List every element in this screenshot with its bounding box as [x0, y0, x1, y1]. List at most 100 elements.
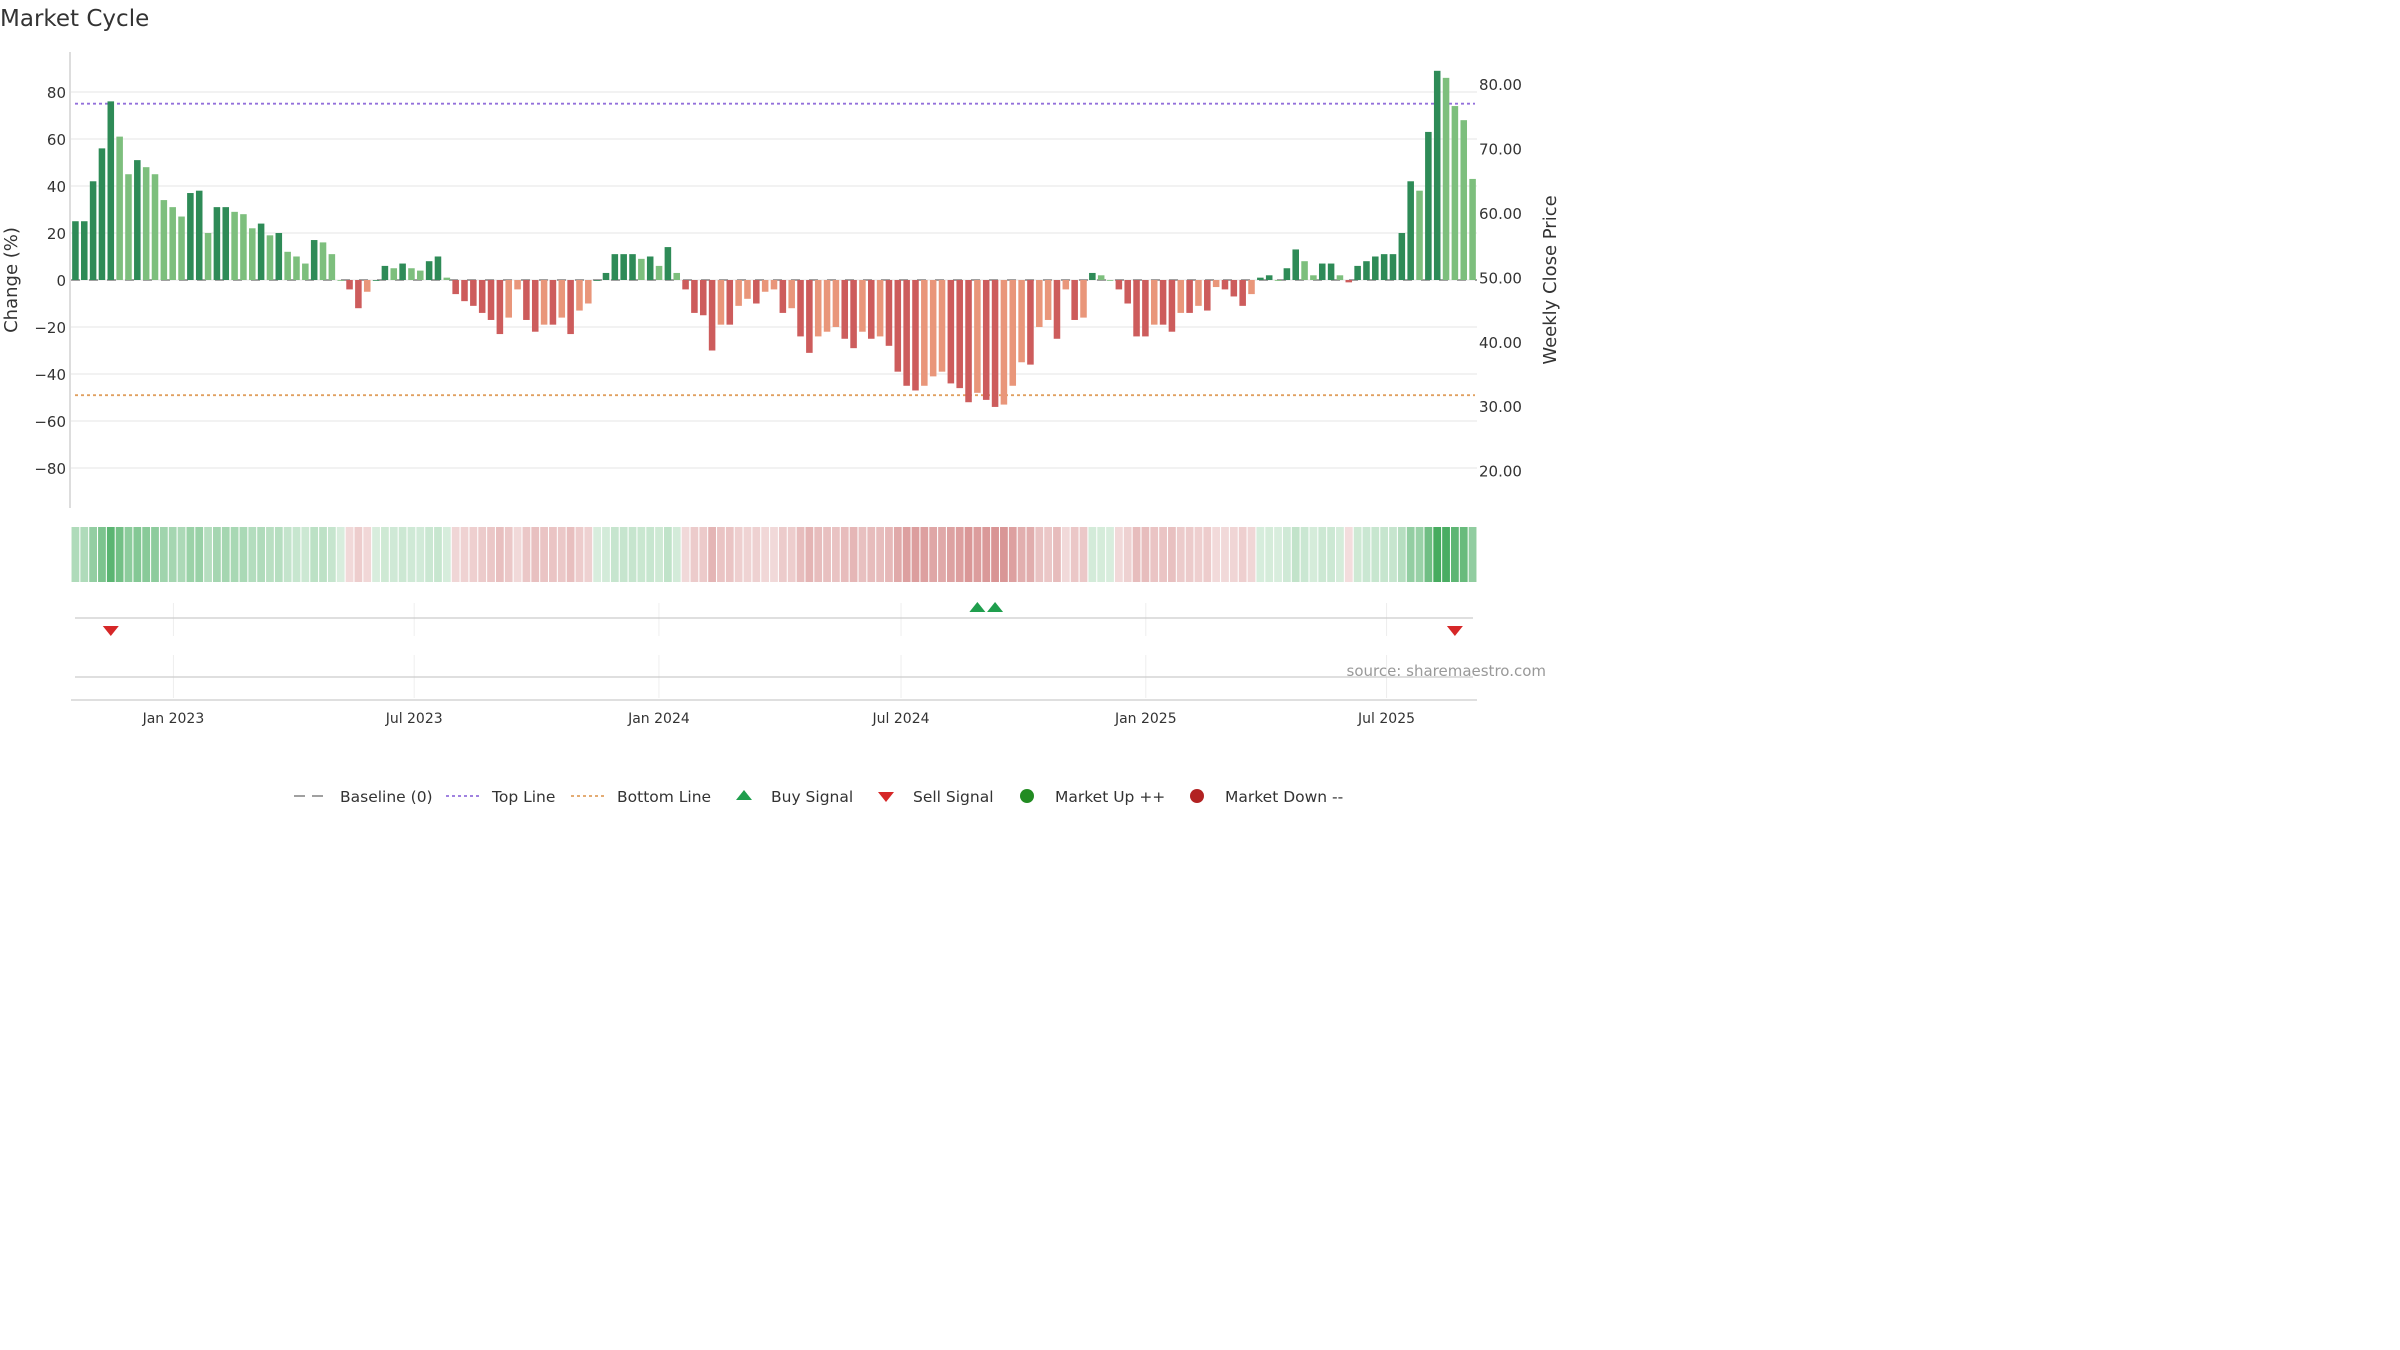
bar [169, 207, 176, 280]
heat-cell [1406, 527, 1415, 582]
heat-cell [593, 527, 602, 582]
heat-cell [770, 527, 778, 582]
heat-cell [1123, 527, 1132, 582]
heat-cell [310, 527, 319, 582]
heat-cell [619, 527, 628, 582]
bar [1442, 77, 1450, 280]
heat-cell [964, 527, 973, 582]
bar [116, 136, 123, 280]
heat-cell [372, 527, 380, 582]
heat-cell [1088, 527, 1097, 582]
heat-cell [513, 527, 522, 582]
bar [443, 277, 451, 280]
heat-cell [239, 527, 248, 582]
bar [1248, 280, 1255, 295]
bar [249, 228, 256, 280]
y-tick-label: −20 [34, 319, 66, 337]
bar [708, 280, 716, 351]
bar [284, 251, 291, 280]
bar [585, 280, 592, 304]
heat-cell [213, 527, 221, 582]
bar [514, 280, 521, 290]
heat-cell [1309, 527, 1318, 582]
heat-cell [1079, 527, 1088, 582]
legend: Baseline (0) Top Line Bottom Line Buy Signa… [294, 788, 1343, 806]
bar [1380, 254, 1388, 280]
source-credit: source: sharemaestro.com [1347, 662, 1547, 680]
bar [1009, 280, 1017, 386]
heat-cell [398, 527, 407, 582]
bar [346, 280, 353, 290]
heat-cell [893, 527, 902, 582]
bar [1354, 265, 1361, 280]
bar [797, 280, 804, 337]
heat-cell [982, 527, 991, 582]
heat-cell [71, 527, 80, 582]
heat-cell [257, 527, 266, 582]
bar [638, 258, 645, 280]
heat-cell [221, 527, 230, 582]
legend-symbol [736, 790, 752, 800]
legend-label: Baseline (0) [340, 788, 433, 806]
heat-cell [177, 527, 186, 582]
heat-cell [1141, 527, 1150, 582]
heat-cell [460, 527, 469, 582]
bar [1239, 280, 1246, 306]
heat-cell [743, 527, 752, 582]
bar [1089, 272, 1096, 280]
heat-cell [80, 527, 89, 582]
bar [832, 280, 840, 328]
heat-cell [142, 527, 151, 582]
bar [1398, 232, 1406, 280]
bar [1221, 280, 1229, 290]
heat-cell [708, 527, 716, 582]
y-right-tick-label: 60.00 [1479, 205, 1522, 223]
bar [726, 280, 734, 325]
heat-cell [1468, 527, 1477, 582]
bar [806, 280, 813, 353]
heat-cell [363, 527, 372, 582]
heat-cell [973, 527, 982, 582]
bar [195, 190, 203, 280]
heat-cell [734, 527, 743, 582]
bar [912, 280, 919, 391]
heat-cell [1212, 527, 1221, 582]
bar [867, 280, 875, 339]
heat-cell [89, 527, 97, 582]
heat-cell [672, 527, 681, 582]
heat-cell [106, 527, 115, 582]
heat-cell [991, 527, 999, 582]
y-tick-label: −80 [34, 460, 66, 478]
bar [425, 261, 433, 280]
heat-cell [416, 527, 425, 582]
bar [1274, 280, 1282, 281]
legend-label: Market Up ++ [1055, 788, 1165, 806]
x-tick-label: Jul 2024 [872, 711, 930, 727]
bar [1018, 280, 1025, 363]
bar [744, 280, 751, 299]
heat-cell [434, 527, 442, 582]
heat-cell [946, 527, 955, 582]
bar [1027, 280, 1034, 365]
heat-cell [911, 527, 920, 582]
bar [929, 280, 937, 377]
bar [682, 280, 689, 290]
bar [1115, 280, 1123, 290]
heat-cell [902, 527, 911, 582]
heat-cell [1053, 527, 1061, 582]
heat-cell [938, 527, 946, 582]
bar [1363, 261, 1370, 280]
bar [753, 280, 760, 304]
heat-cell [1026, 527, 1035, 582]
legend-label: Buy Signal [771, 788, 853, 806]
heat-strip [71, 527, 1477, 582]
x-tick-label: Jul 2025 [1357, 711, 1415, 727]
heat-cell [168, 527, 177, 582]
bar [1168, 280, 1176, 332]
legend-symbol [878, 792, 894, 802]
heat-cell [1451, 527, 1459, 582]
x-tick-label: Jan 2024 [627, 711, 690, 727]
bar [142, 167, 150, 280]
bar [381, 265, 389, 280]
heat-cell [646, 527, 655, 582]
